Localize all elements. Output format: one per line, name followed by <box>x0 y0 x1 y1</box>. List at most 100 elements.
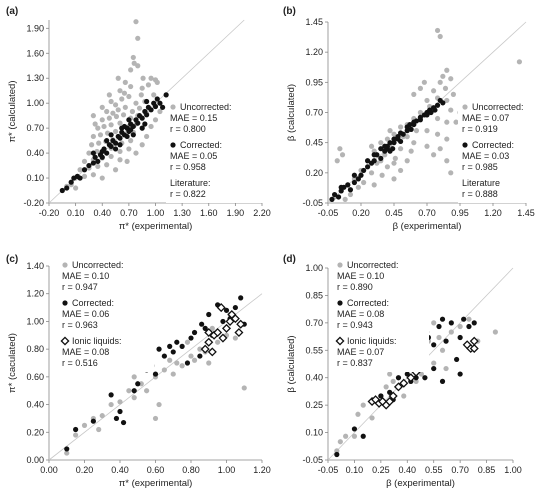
point-uncorrected <box>108 401 114 408</box>
x-tick-label: 1.00 <box>218 465 236 475</box>
point-uncorrected <box>390 378 396 384</box>
point-uncorrected <box>368 143 375 149</box>
point-corrected <box>395 375 402 381</box>
point-corrected <box>404 371 410 377</box>
point-uncorrected <box>73 185 79 191</box>
point-corrected <box>81 167 88 173</box>
legend-box <box>333 259 429 372</box>
point-corrected <box>119 125 125 131</box>
legend-stat: r = 0.516 <box>62 358 98 368</box>
point-uncorrected <box>95 163 101 169</box>
legend-marker <box>335 336 345 346</box>
legend-series-name: Ionic liquids: <box>72 336 122 346</box>
panel-d: (d) -0.05 0.10 0.25 0.40 0.55 0.70 0.85 1.00 -0.0… <box>283 254 522 489</box>
legend-stat: r = 0.837 <box>337 358 373 368</box>
y-tick-label: 0.70 <box>305 108 323 118</box>
legend-stat: MAE = 0.08 <box>62 347 109 357</box>
point-ionic-liquids <box>385 396 395 407</box>
point-ionic-liquids <box>218 333 228 343</box>
point-uncorrected <box>139 142 145 148</box>
legend-stat: r = 0.888 <box>462 189 498 199</box>
point-corrected <box>113 415 120 422</box>
legend-marker <box>462 142 468 148</box>
point-corrected <box>439 378 446 384</box>
x-tick-label: 0.55 <box>425 465 443 475</box>
point-corrected <box>382 143 388 149</box>
legend-marker <box>170 104 176 110</box>
point-corrected <box>387 389 393 395</box>
point-uncorrected <box>417 85 423 91</box>
point-ionic-liquids <box>221 323 232 333</box>
point-uncorrected <box>413 128 420 134</box>
x-tick-label: -0.20 <box>39 208 60 218</box>
legend-series-name: Ionic liquids: <box>347 336 397 346</box>
y-tick-label: -0.20 <box>23 198 44 208</box>
point-corrected <box>457 334 463 341</box>
point-uncorrected <box>77 167 83 173</box>
y-tick-label: 1.30 <box>26 73 44 83</box>
point-corrected <box>347 187 354 193</box>
y-tick-label: 1.20 <box>26 289 44 299</box>
x-tick-label: 1.30 <box>173 208 191 218</box>
point-ionic-liquids <box>236 319 246 329</box>
point-corrected <box>461 316 467 322</box>
point-uncorrected <box>108 98 114 105</box>
point-corrected <box>431 342 437 348</box>
point-corrected <box>120 419 127 426</box>
point-uncorrected <box>179 363 185 369</box>
point-uncorrected <box>368 170 375 176</box>
point-uncorrected <box>90 133 96 140</box>
point-corrected <box>351 172 357 178</box>
point-uncorrected <box>120 112 127 118</box>
point-uncorrected <box>384 136 390 142</box>
y-tick-label: 1.20 <box>305 47 323 57</box>
legend-stat: MAE = 0.08 <box>337 309 384 319</box>
point-uncorrected <box>73 432 79 438</box>
point-uncorrected <box>437 146 443 152</box>
point-corrected <box>371 158 377 164</box>
panel-label: (d) <box>283 254 296 265</box>
point-uncorrected <box>86 150 92 156</box>
point-corrected <box>130 132 136 138</box>
legend-series-name: Corrected: <box>472 140 514 150</box>
point-corrected <box>448 320 454 326</box>
legend-series-name: Literature <box>462 178 500 188</box>
point-uncorrected <box>431 88 437 94</box>
point-corrected <box>135 120 141 126</box>
point-uncorrected <box>104 162 110 168</box>
point-corrected <box>68 179 74 185</box>
point-uncorrected <box>110 110 116 116</box>
point-uncorrected <box>112 167 119 173</box>
point-uncorrected <box>343 433 349 439</box>
x-tick-label: 1.20 <box>253 465 271 475</box>
legend-marker <box>62 300 68 306</box>
point-ionic-liquids <box>388 391 398 401</box>
point-uncorrected <box>391 131 397 137</box>
point-corrected <box>101 146 107 152</box>
legend-series-name: Uncorrected: <box>347 260 399 270</box>
point-uncorrected <box>126 146 132 152</box>
point-corrected <box>126 117 132 123</box>
point-uncorrected <box>444 158 450 164</box>
point-corrected <box>390 146 396 152</box>
point-corrected <box>160 104 166 110</box>
point-corrected <box>398 130 404 136</box>
point-uncorrected <box>434 27 441 34</box>
point-corrected <box>351 426 358 432</box>
point-corrected <box>391 136 397 142</box>
legend-box <box>458 101 550 203</box>
point-uncorrected <box>154 79 160 85</box>
y-tick-label: 0.40 <box>26 400 44 410</box>
point-uncorrected <box>457 323 463 330</box>
legend-series-name: Corrected: <box>180 140 222 150</box>
y-tick-label: -0.05 <box>302 198 323 208</box>
point-uncorrected <box>351 176 357 182</box>
point-uncorrected <box>351 433 358 439</box>
y-tick-label: 0.40 <box>26 148 44 158</box>
x-tick-label: 0.70 <box>418 208 436 218</box>
y-tick-label: 1.00 <box>305 263 323 273</box>
point-corrected <box>144 112 150 118</box>
point-corrected <box>108 143 114 150</box>
point-corrected <box>90 160 96 166</box>
